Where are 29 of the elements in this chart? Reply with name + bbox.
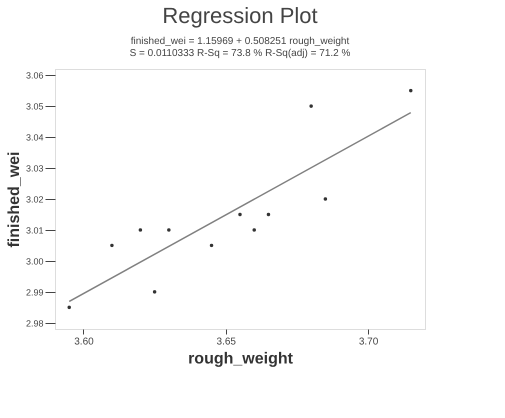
chart-title: Regression Plot <box>162 3 318 28</box>
y-tick-label: 3.04 <box>26 132 44 143</box>
y-tick-label: 3.01 <box>26 225 44 236</box>
x-tick-label: 3.60 <box>74 336 94 348</box>
point <box>110 244 114 248</box>
y-tick-label: 3.00 <box>26 256 44 266</box>
point <box>238 212 242 216</box>
point <box>266 212 270 216</box>
x-tick-label: 3.70 <box>358 336 379 348</box>
point <box>138 228 142 232</box>
y-axis-title: finished_wei <box>6 151 23 248</box>
point <box>409 88 412 92</box>
y-tick-label: 2.98 <box>26 318 44 328</box>
y-tick-label: 3.05 <box>26 102 44 112</box>
point <box>68 306 71 310</box>
text: S = 0.0110333 R-Sq = 73.8 % R-Sq(adj) = 71.2 % <box>130 48 350 59</box>
point <box>309 104 313 108</box>
chart-subtitle: finished_wei = 1.15969 + 0.508251 rough_weight <box>130 36 350 47</box>
point <box>152 290 156 294</box>
x-tick-label: 3.65 <box>216 336 236 348</box>
y-tick-label: 3.03 <box>26 164 44 174</box>
y-tick-label: 3.06 <box>26 70 44 81</box>
y-tick-label: 2.99 <box>26 287 44 298</box>
point <box>210 244 214 248</box>
point <box>167 228 171 232</box>
point <box>324 197 328 201</box>
point <box>252 228 256 232</box>
y-tick-label: 3.02 <box>26 194 44 204</box>
x-axis-title: rough_weight <box>188 350 294 368</box>
